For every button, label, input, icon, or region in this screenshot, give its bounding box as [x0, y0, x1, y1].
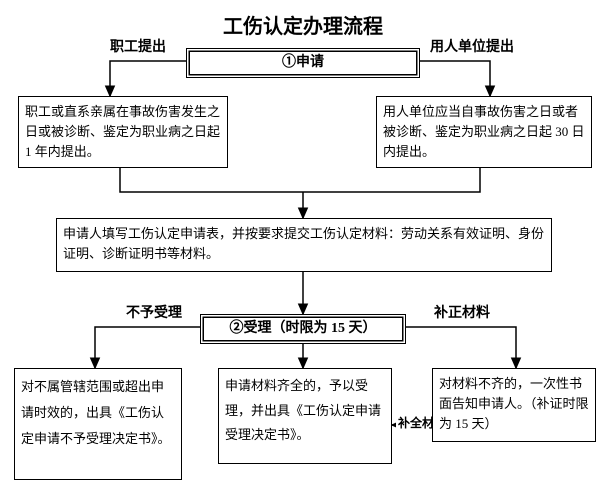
diagram-title: 工伤认定办理流程 [0, 10, 606, 39]
node-materials: 申请人填写工伤认定申请表，并按要求提交工伤认定材料：劳动关系有效证明、身份证明、… [56, 218, 552, 272]
node-out_reject: 对不属管辖范围或超出申请时效的，出具《工伤认定申请不予受理决定书》。 [14, 368, 182, 480]
label-employer-submit: 用人单位提出 [428, 36, 516, 56]
node-accept: ②受理（时限为 15 天） [200, 314, 406, 344]
node-out_supp: 对材料不齐的，一次性书面告知申请人。（补证时限为 15 天） [432, 368, 596, 442]
node-epr_time: 用人单位应当自事故伤害之日或者被诊断、鉴定为职业病之日起 30 日内提出。 [376, 96, 592, 168]
label-supplement: 补正材料 [432, 302, 492, 322]
node-out_accept: 申请材料齐全的，予以受理，并出具《工伤认定申请受理决定书》。 [218, 368, 392, 464]
label-employee-submit: 职工提出 [108, 36, 168, 56]
node-apply: ①申请 [186, 48, 420, 78]
label-reject: 不予受理 [124, 302, 184, 322]
node-emp_time: 职工或直系亲属在事故伤害发生之日或被诊断、鉴定为职业病之日起 1 年内提出。 [18, 96, 228, 168]
